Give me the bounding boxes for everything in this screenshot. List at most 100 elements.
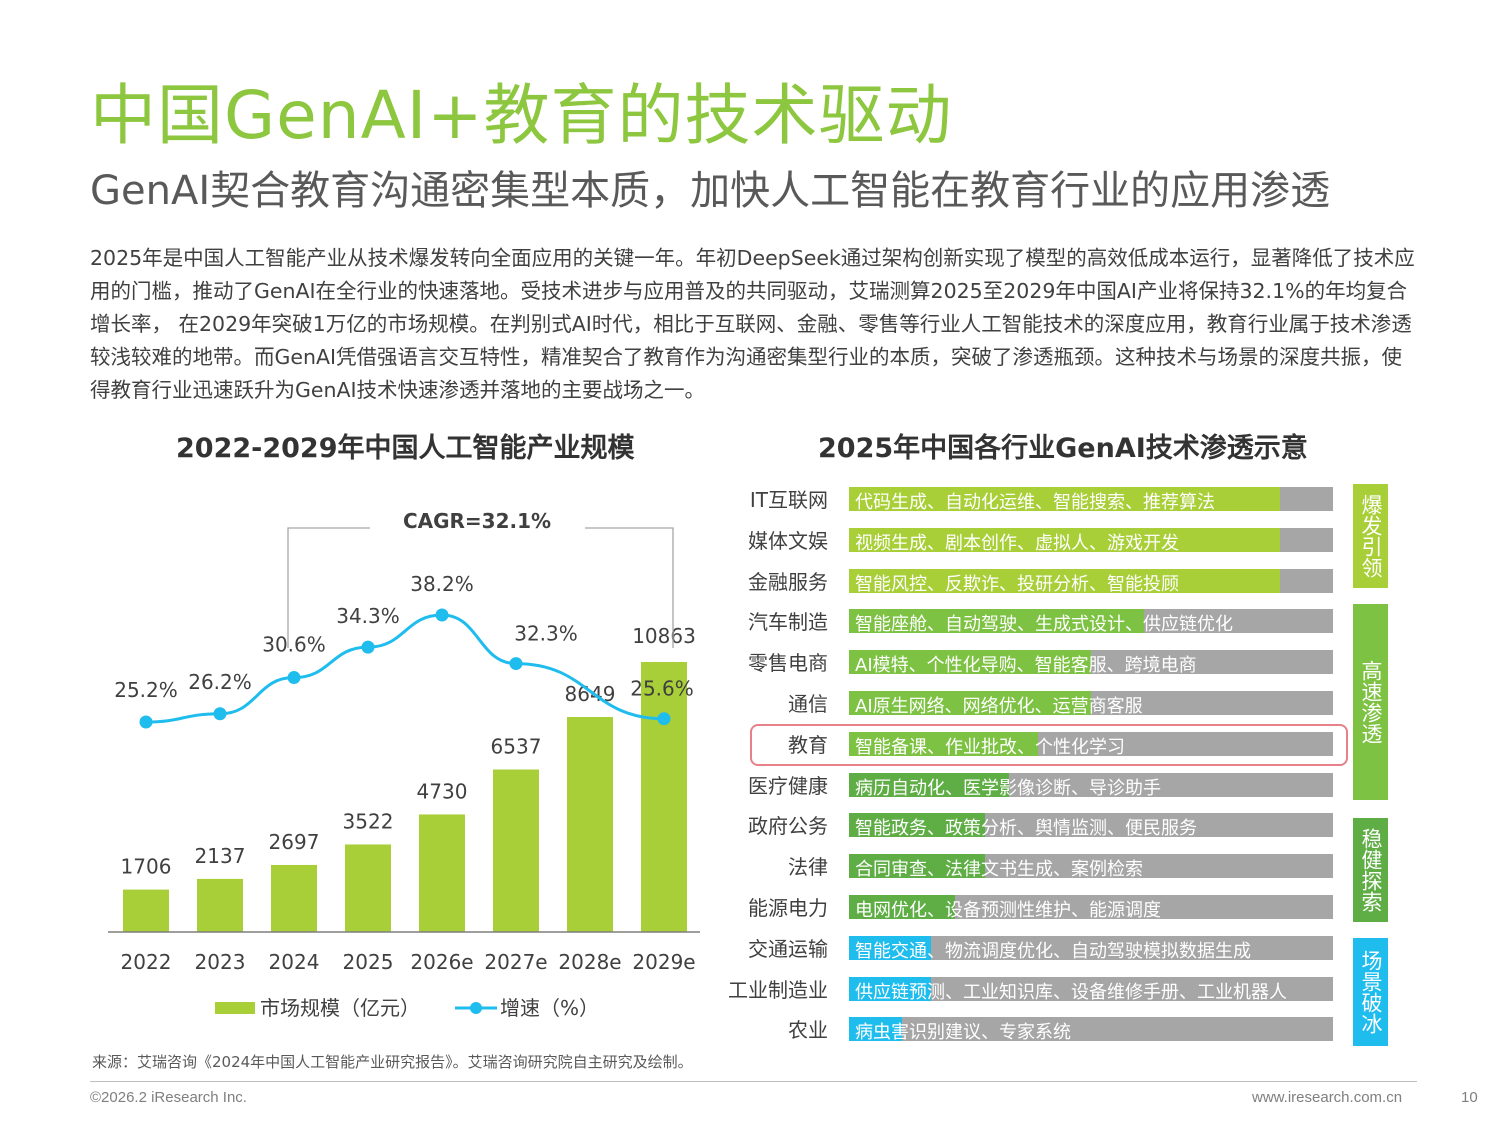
bar-value-label: 2697 [269,830,320,854]
page-subtitle: GenAI契合教育沟通密集型本质，加快人工智能在教育行业的应用渗透 [90,168,1331,214]
bar-value-label: 1706 [121,855,172,879]
industry-row: 工业制造业 供应链预测、工业知识库、设备维修手册、工业机器人 [728,976,1340,1003]
growth-point [213,707,227,721]
penetration-track: 病历自动化、医学影像诊断、导诊助手 [849,772,1333,799]
x-tick-label: 2027e [484,950,547,974]
cagr-annotation: CAGR=32.1% [403,509,551,533]
bar-2028e [567,717,613,932]
penetration-fill [849,568,1280,593]
penetration-fill [849,813,985,838]
legend-line-label: 增速（%） [500,996,599,1020]
penetration-track: AI原生网络、网络优化、运营商客服 [849,691,1333,717]
application-text: 供应链预测、工业知识库、设备维修手册、工业机器人 [855,981,1287,1003]
bar-value-label: 4730 [417,779,468,803]
bar-value-label: 3522 [343,809,394,833]
growth-point [361,640,375,654]
application-text: 合同审查、法律文书生成、案例检索 [855,859,1143,881]
growth-label: 34.3% [336,604,400,628]
industry-label: 医疗健康 [748,773,828,798]
industry-label: 农业 [788,1018,828,1043]
cagr-bracket-right [585,527,674,648]
growth-point [435,608,449,622]
industry-label: IT互联网 [749,488,828,512]
page-title: 中国GenAI+教育的技术驱动 [90,77,953,154]
growth-point [139,715,153,729]
legend-bar-swatch [215,1002,255,1014]
bar-value-label: 2137 [195,844,246,868]
industry-row: 法律 合同审查、法律文书生成、案例检索 [730,854,1340,881]
penetration-fill [849,487,1280,511]
copyright: ©2026.2 iResearch Inc. [90,1089,247,1106]
application-text: 智能备课、作业批改、个性化学习 [855,736,1125,758]
cagr-bracket-left [287,527,370,648]
penetration-track: 智能政务、政策分析、舆情监测、便民服务 [849,813,1333,840]
x-tick-label: 2024 [269,950,320,974]
bar-2022 [123,889,169,932]
penetration-track: 智能交通、物流调度优化、自动驾驶模拟数据生成 [849,935,1333,962]
bar-2023 [197,878,243,932]
industry-label: 通信 [788,692,828,716]
penetration-fill [849,1017,903,1042]
penetration-track: 合同审查、法律文书生成、案例检索 [849,854,1333,881]
industry-row: 农业 病虫害识别建议、专家系统 [730,1017,1340,1044]
growth-label: 38.2% [410,572,474,596]
legend-line-marker [470,1002,482,1014]
education-highlight-box [750,724,1348,766]
group-label: 稳健探索 [1353,818,1388,922]
growth-label: 30.6% [262,633,326,657]
market-size-chart: 1706 2022 2137 2023 2697 2024 3522 2025 4730 2026… [108,509,700,1020]
penetration-fill [849,772,1009,797]
industry-row: 能源电力 电网优化、设备预测性维护、能源调度 [730,895,1340,921]
penetration-track: 病虫害识别建议、专家系统 [849,1017,1333,1044]
website-link[interactable]: www.iresearch.com.cn [1252,1089,1403,1106]
industry-label: 政府公务 [748,814,828,839]
penetration-fill [849,895,956,919]
growth-label: 25.6% [630,677,694,701]
industry-row: 零售电商 AI模特、个性化导购、智能客服、跨境电商 [730,650,1340,677]
industry-row: 汽车制造 智能座舱、自动驾驶、生成式设计、供应链优化 [730,609,1340,636]
x-tick-label: 2026e [410,950,473,974]
x-tick-label: 2028e [558,950,621,974]
application-text: AI模特、个性化导购、智能客服、跨境电商 [855,655,1197,677]
x-tick-label: 2022 [121,950,172,974]
x-tick-label: 2029e [632,950,695,974]
application-text: 智能政务、政策分析、舆情监测、便民服务 [855,818,1197,840]
bar-2027e [493,769,539,932]
penetration-track: 供应链预测、工业知识库、设备维修手册、工业机器人 [849,976,1333,1003]
growth-point [657,712,671,726]
industry-row: 通信 AI原生网络、网络优化、运营商客服 [730,691,1340,717]
application-text: 电网优化、设备预测性维护、能源调度 [855,900,1161,921]
penetration-track: 智能备课、作业批改、个性化学习 [849,731,1333,758]
penetration-fill [849,609,1145,634]
application-text: 代码生成、自动化运维、智能搜索、推荐算法 [855,492,1215,513]
industry-row: 媒体文娱 视频生成、剧本创作、虚拟人、游戏开发 [730,527,1340,554]
application-text: 病虫害识别建议、专家系统 [855,1022,1071,1044]
bar-2029e [641,662,687,932]
industry-label: 金融服务 [748,569,828,594]
legend-bar-label: 市场规模（亿元） [260,996,420,1020]
application-text: 病历自动化、医学影像诊断、导诊助手 [855,777,1161,799]
application-text: 智能交通、物流调度优化、自动驾驶模拟数据生成 [855,940,1251,962]
growth-label: 32.3% [514,622,578,646]
penetration-track: 视频生成、剧本创作、虚拟人、游戏开发 [849,527,1333,554]
bar-value-label: 10863 [632,624,696,648]
bar-2024 [271,864,317,932]
x-tick-label: 2025 [343,950,394,974]
group-label: 高速渗透 [1353,604,1388,800]
penetration-fill [849,731,1038,756]
penetration-track: 智能座舱、自动驾驶、生成式设计、供应链优化 [849,609,1333,636]
penetration-track: 电网优化、设备预测性维护、能源调度 [849,895,1333,921]
industry-label: 零售电商 [748,651,828,676]
group-label: 场景破冰 [1353,938,1388,1046]
source-note: 来源：艾瑞咨询《2024年中国人工智能产业研究报告》。艾瑞咨询研究院自主研究及绘… [92,1053,693,1071]
industry-row: 交通运输 智能交通、物流调度优化、自动驾驶模拟数据生成 [730,935,1340,962]
penetration-fill [849,976,932,1001]
application-text: 智能座舱、自动驾驶、生成式设计、供应链优化 [855,614,1233,636]
bar-value-label: 6537 [491,735,542,759]
industry-row: 政府公务 智能政务、政策分析、舆情监测、便民服务 [730,813,1340,840]
penetration-fill [849,691,1091,715]
industry-row: 医疗健康 病历自动化、医学影像诊断、导诊助手 [730,772,1340,799]
growth-point [287,671,301,685]
right-chart-title: 2025年中国各行业GenAI技术渗透示意 [818,433,1308,464]
industry-label: 教育 [788,732,828,757]
